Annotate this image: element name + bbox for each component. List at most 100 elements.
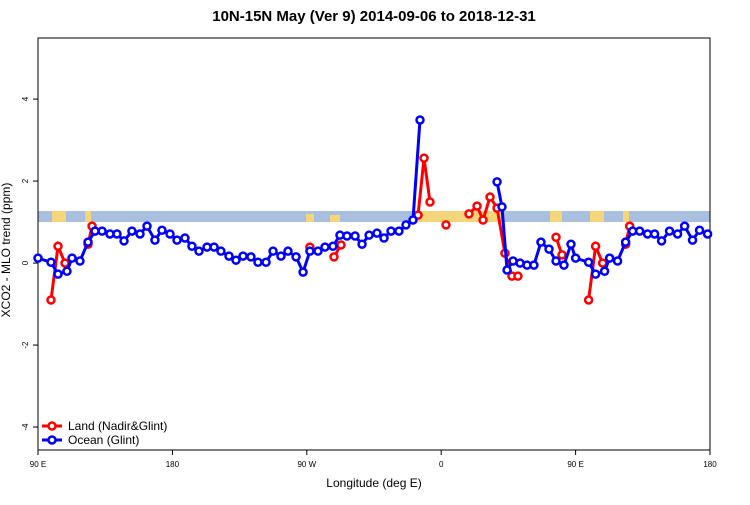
x-tick-label: 180 [703,460,717,469]
series-point [150,235,160,245]
series-point [209,242,219,252]
series-point [313,246,323,256]
y-tick-label: 4 [21,96,30,101]
series-point [599,266,610,277]
series-point [604,253,615,263]
series-point [142,221,152,231]
series-point [60,258,70,268]
series-point [97,226,107,236]
series-point [253,257,263,267]
series-point [394,226,404,236]
land-patch [623,211,629,222]
series-point [472,201,482,211]
series-point [268,246,278,256]
series-point [46,257,56,267]
land-patch [550,211,562,222]
land-patch [590,211,604,222]
series-point [320,242,330,252]
series-point [194,246,204,256]
series-point [478,215,488,225]
series-point [679,221,690,231]
series-point [261,257,271,267]
series-point [127,226,137,236]
series-point [544,244,554,254]
series-point [386,226,396,236]
series-point [634,226,645,236]
x-axis-label: Longitude (deg E) [326,476,421,490]
series-point [180,233,190,243]
series-point [590,241,601,252]
series-point [379,233,389,243]
plot-frame [37,37,711,451]
land-mask [38,211,710,222]
legend-swatch-point [47,435,57,445]
series-line [37,119,709,277]
series-point [583,295,594,305]
y-tick-label: -2 [21,341,30,349]
series-point [441,220,451,230]
series-point [75,256,85,266]
series-point [401,220,411,230]
land-patch [415,211,501,222]
series-point [557,250,567,260]
land-patch [85,211,91,222]
series-point [283,246,293,256]
series-point [112,229,122,239]
series-point [583,257,594,267]
chart-title: 10N-15N May (Ver 9) 2014-09-06 to 2018-1… [212,8,536,25]
series-point [135,229,145,239]
series-point [485,192,495,202]
series-point [53,241,63,252]
series-point [551,256,561,266]
series-point [702,229,713,239]
series-point [329,252,339,262]
y-tick-label: 2 [21,178,30,183]
land-patch [306,214,314,222]
series-point [649,229,660,239]
series-point [298,267,308,277]
series-point [408,215,418,225]
series-point [620,237,631,247]
series-point [612,256,623,266]
legend-swatch-point [47,421,57,431]
series-point [513,271,523,281]
series-point [464,209,474,219]
series-line [49,157,632,301]
land-mask-band [38,211,710,222]
series-point [597,258,608,268]
series-point [350,231,360,241]
x-tick-label: 90 E [567,460,583,469]
series-point [590,269,601,279]
legend: Land (Nadir&Glint)Ocean (Glint) [42,419,167,447]
series-point [46,295,56,305]
series-point [415,115,425,125]
series-point [694,225,705,236]
series-point [502,265,512,275]
series-point [291,252,301,262]
series-point [216,246,226,256]
series-point [566,239,576,249]
series-point [419,153,429,163]
series-point [342,231,352,241]
series-point [536,237,546,247]
series-point [492,177,502,187]
x-tick-label: 90 W [297,460,316,469]
series-point [246,252,256,262]
series-point [372,228,382,238]
legend-label: Land (Nadir&Glint) [68,419,167,433]
series-point [62,266,72,277]
series-point [83,237,93,247]
x-tick-label: 180 [166,460,180,469]
series-point [570,253,581,263]
legend-label: Ocean (Glint) [68,433,139,447]
series-point [224,251,234,261]
series-point [67,253,77,263]
series-point [119,236,129,246]
y-tick-label: 0 [21,260,30,265]
series-point [357,239,367,249]
series-point [656,236,667,246]
series-point [157,225,167,236]
series-point [687,235,698,245]
